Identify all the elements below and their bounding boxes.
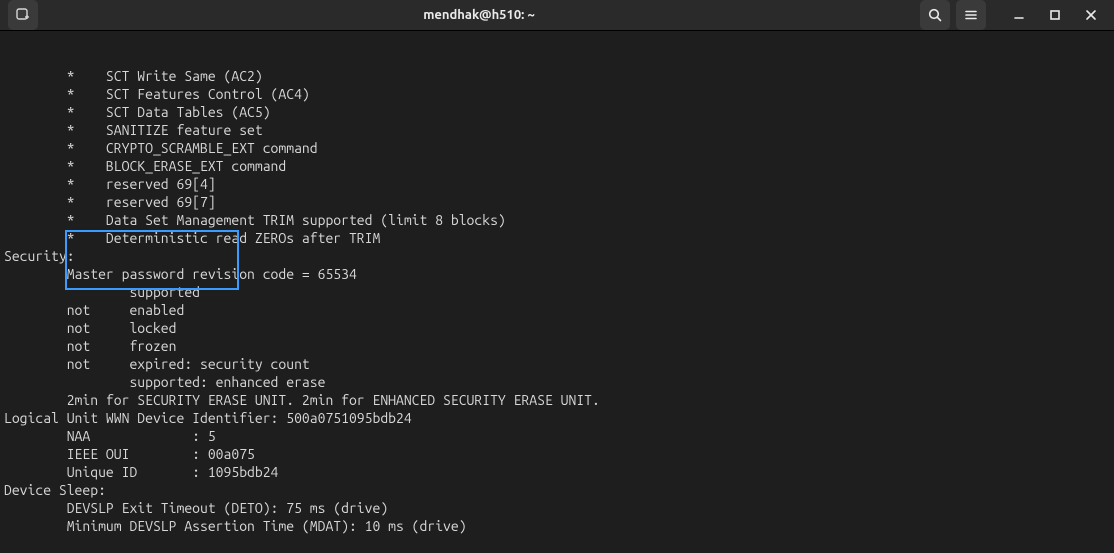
maximize-icon <box>1047 7 1063 23</box>
maximize-button[interactable] <box>1040 0 1070 30</box>
terminal-line: * reserved 69[4] <box>4 175 1110 193</box>
terminal-line: Master password revision code = 65534 <box>4 265 1110 283</box>
terminal-line: not enabled <box>4 301 1110 319</box>
terminal-line: * Deterministic read ZEROs after TRIM <box>4 229 1110 247</box>
terminal-line: 2min for SECURITY ERASE UNIT. 2min for E… <box>4 391 1110 409</box>
terminal-line: * SCT Features Control (AC4) <box>4 85 1110 103</box>
new-tab-icon <box>15 7 31 23</box>
minimize-button[interactable] <box>1004 0 1034 30</box>
terminal-line: supported: enhanced erase <box>4 373 1110 391</box>
terminal-line: * SCT Data Tables (AC5) <box>4 103 1110 121</box>
terminal-line: Device Sleep: <box>4 481 1110 499</box>
terminal-line: not frozen <box>4 337 1110 355</box>
menu-button[interactable] <box>956 0 986 30</box>
terminal-line: * BLOCK_ERASE_EXT command <box>4 157 1110 175</box>
new-tab-button[interactable] <box>8 0 38 30</box>
terminal-line: * Data Set Management TRIM supported (li… <box>4 211 1110 229</box>
terminal-line: * SCT Write Same (AC2) <box>4 67 1110 85</box>
search-icon <box>927 7 943 23</box>
hamburger-icon <box>963 7 979 23</box>
titlebar: mendhak@h510: ~ <box>0 0 1114 31</box>
close-icon <box>1083 7 1099 23</box>
terminal-line: not expired: security count <box>4 355 1110 373</box>
terminal-line: Unique ID : 1095bdb24 <box>4 463 1110 481</box>
terminal-line: * CRYPTO_SCRAMBLE_EXT command <box>4 139 1110 157</box>
minimize-icon <box>1011 7 1027 23</box>
terminal-line: * reserved 69[7] <box>4 193 1110 211</box>
close-button[interactable] <box>1076 0 1106 30</box>
terminal-line: not locked <box>4 319 1110 337</box>
terminal-line: Security: <box>4 247 1110 265</box>
window-title: mendhak@h510: ~ <box>38 8 920 22</box>
terminal-line: IEEE OUI : 00a075 <box>4 445 1110 463</box>
terminal-output: * SCT Write Same (AC2) * SCT Features Co… <box>4 67 1110 535</box>
terminal-line: DEVSLP Exit Timeout (DETO): 75 ms (drive… <box>4 499 1110 517</box>
terminal-line: Minimum DEVSLP Assertion Time (MDAT): 10… <box>4 517 1110 535</box>
terminal-line: NAA : 5 <box>4 427 1110 445</box>
search-button[interactable] <box>920 0 950 30</box>
terminal-window: mendhak@h510: ~ <box>0 0 1114 553</box>
terminal-line: Logical Unit WWN Device Identifier: 500a… <box>4 409 1110 427</box>
terminal-line: supported <box>4 283 1110 301</box>
terminal-line: * SANITIZE feature set <box>4 121 1110 139</box>
terminal-body[interactable]: * SCT Write Same (AC2) * SCT Features Co… <box>0 31 1114 553</box>
